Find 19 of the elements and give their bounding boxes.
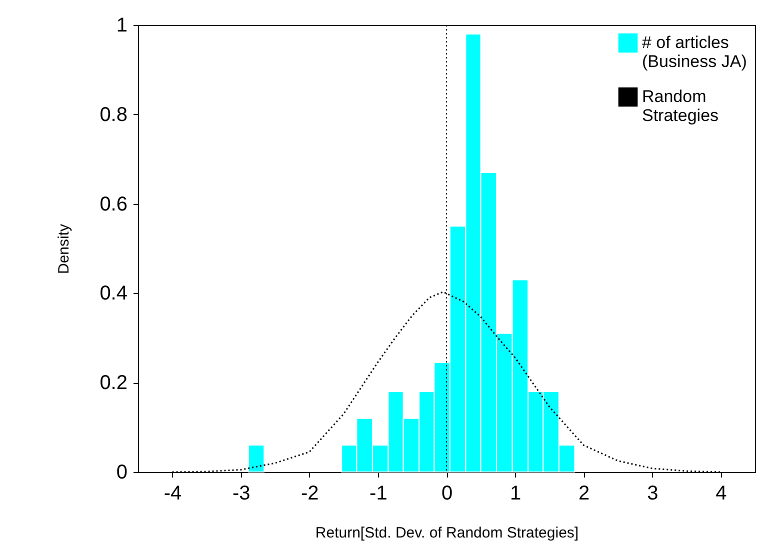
x-tick-label: 4	[716, 482, 727, 504]
x-tick-label: 0	[441, 482, 453, 504]
y-tick-label: 0.8	[100, 104, 128, 126]
y-axis-title: Density	[56, 224, 73, 274]
y-tick-label: 0.2	[100, 372, 128, 394]
x-tick-label: -1	[370, 482, 388, 504]
x-tick-label: -2	[300, 482, 319, 504]
x-tick-label: 3	[647, 482, 658, 504]
legend-label: # of articles (Business JA)	[642, 33, 747, 71]
y-tick-label: 0.4	[100, 282, 128, 305]
y-tick-label: 0.6	[100, 193, 128, 216]
y-tick-label: 0	[116, 462, 128, 484]
x-tick-label: -3	[232, 482, 250, 504]
x-tick-label: 1	[510, 482, 522, 504]
legend-label: Random Strategies	[642, 87, 719, 125]
x-axis-title: Return[Std. Dev. of Random Strategies]	[315, 524, 579, 542]
x-tick-label: -4	[164, 482, 182, 504]
x-tick-label: 2	[578, 482, 590, 504]
y-tick-label: 1	[116, 14, 128, 36]
